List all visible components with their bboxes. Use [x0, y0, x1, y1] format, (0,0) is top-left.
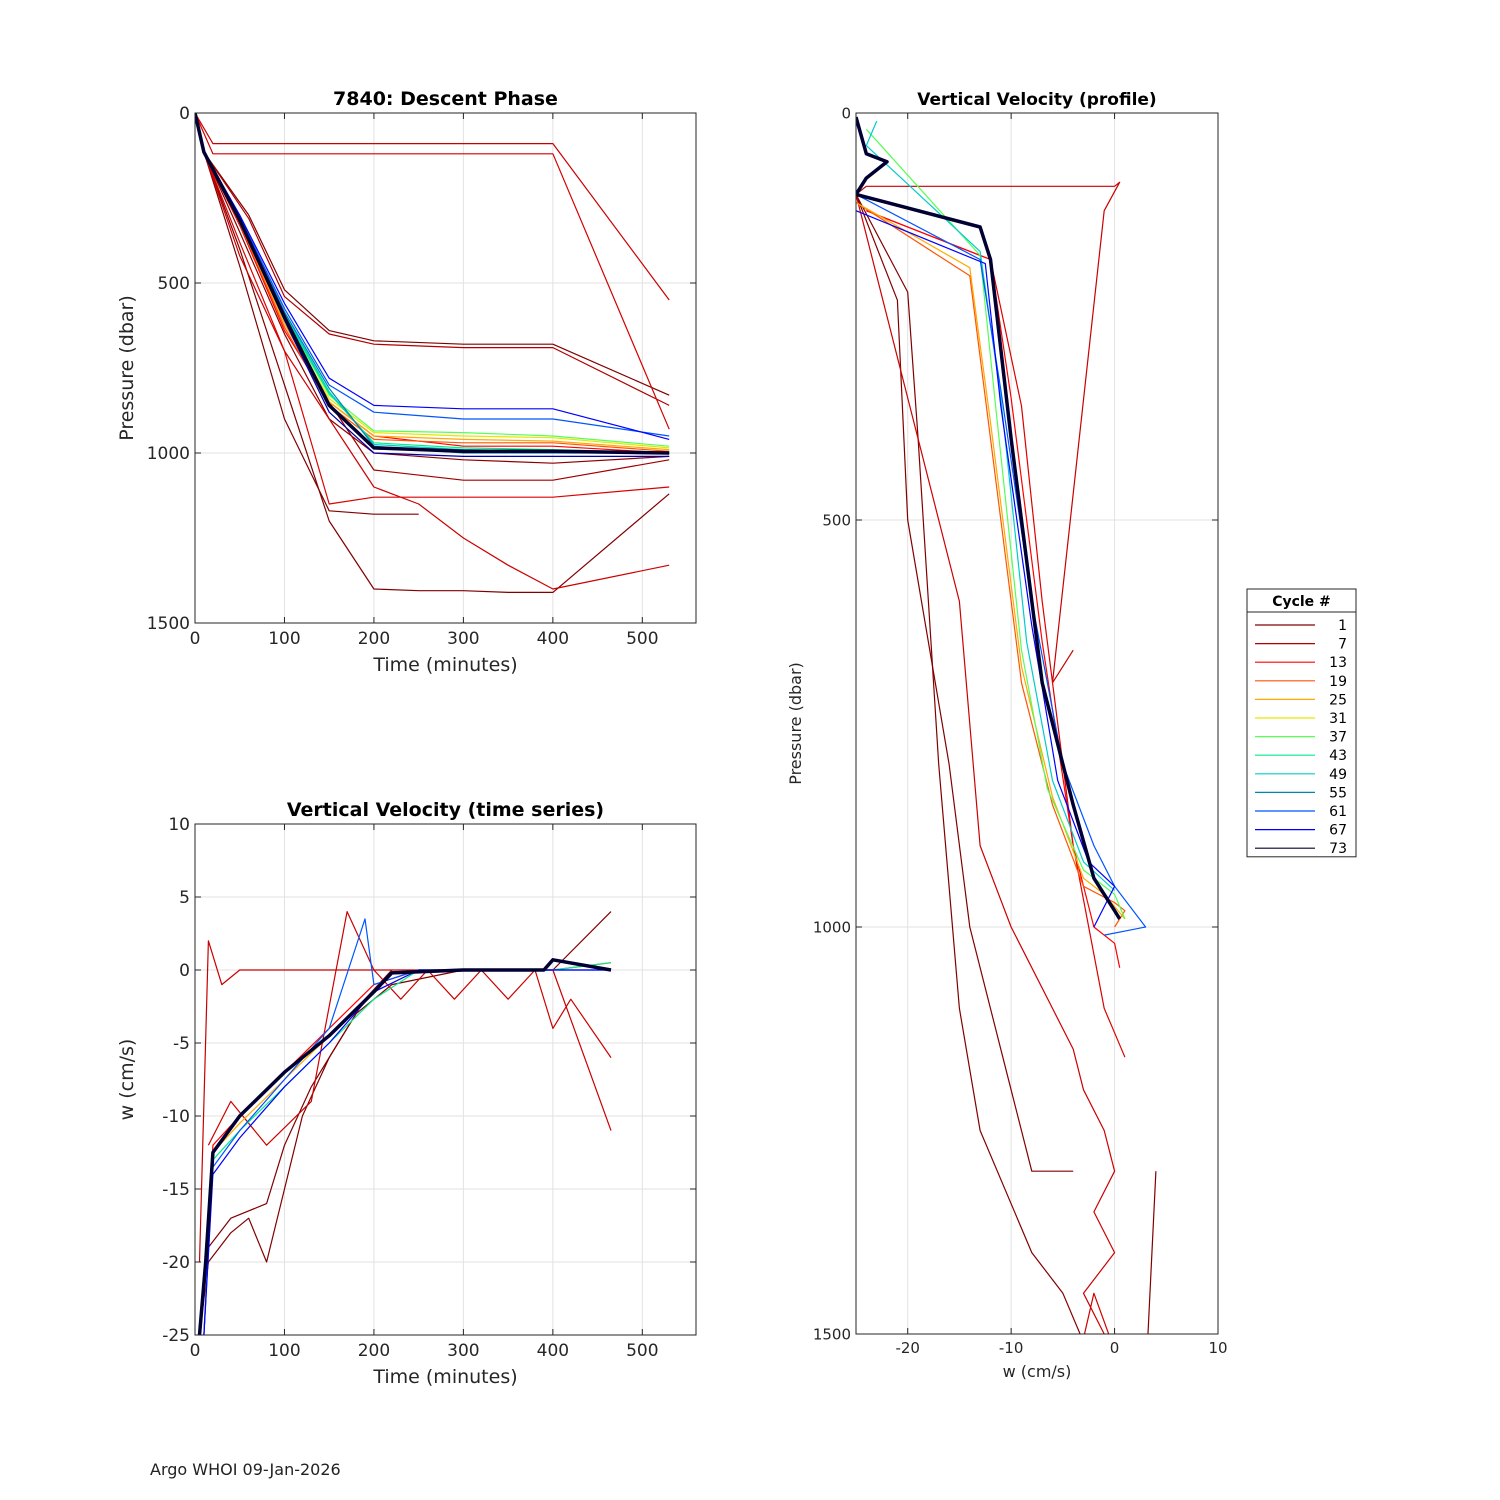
y-tick-label: -10	[162, 1107, 190, 1127]
series-line-cycle-2	[198, 969, 393, 1335]
x-axis-label: Time (minutes)	[372, 1366, 517, 1388]
y-tick-label: 500	[158, 274, 190, 294]
series-group	[197, 910, 612, 1335]
series-line-cycle-2	[856, 194, 1074, 1172]
series-line-cycle-73	[195, 113, 670, 455]
chart-wts: 0 100 200 300 400 500 10 5 0 -5 -10 -15 -20 -25 Vertic…	[116, 799, 697, 1388]
x-tick-label: 100	[268, 629, 300, 649]
x-tick-label: 100	[268, 1341, 300, 1361]
x-tick-label: 300	[447, 629, 479, 649]
legend-label: 19	[1329, 674, 1347, 690]
legend-label: 61	[1329, 804, 1347, 820]
y-tick-label: -20	[162, 1253, 190, 1273]
x-tick-label: -10	[999, 1339, 1024, 1357]
x-tick-label: 0	[190, 629, 201, 649]
y-tick-label: 1500	[813, 1325, 851, 1343]
legend-label: 67	[1329, 823, 1347, 839]
series-line-cycle-37	[865, 128, 1126, 920]
y-tick-label: -25	[162, 1326, 190, 1346]
x-tick-label: 500	[626, 629, 658, 649]
chart-title: 7840: Descent Phase	[333, 88, 558, 110]
x-tick-label: 0	[1110, 1339, 1120, 1357]
legend: Cycle # 1 7 13 19 25 31 37 43 49 55 61 67 73	[1246, 588, 1357, 858]
series-line-cycle-9	[856, 194, 1116, 1334]
y-tick-label: 1000	[147, 444, 190, 464]
x-tick-label: 400	[537, 1341, 569, 1361]
y-tick-label: 0	[179, 961, 190, 981]
series-line-cycle-67	[856, 210, 1116, 928]
series-line-cycle-8	[195, 113, 670, 430]
series-line-cycle-7	[195, 113, 670, 301]
series-group	[195, 113, 670, 594]
legend-label: 13	[1329, 655, 1347, 671]
y-axis-label: Pressure (dbar)	[116, 295, 138, 441]
legend-label: 49	[1329, 767, 1347, 783]
x-tick-label: -20	[895, 1339, 920, 1357]
series-line-cycle-10	[195, 113, 670, 505]
legend-label: 1	[1338, 618, 1347, 634]
x-tick-label: 0	[190, 1341, 201, 1361]
x-axis-label: Time (minutes)	[372, 654, 517, 676]
series-line-cycle-1	[195, 113, 670, 594]
x-tick-label: 500	[626, 1341, 658, 1361]
y-tick-label: 5	[179, 888, 190, 908]
x-tick-label: 200	[358, 629, 390, 649]
y-axis-label: Pressure (dbar)	[786, 662, 805, 785]
chart-descent: 0 100 200 300 400 500 0 500 1000 1500 7840: Descen…	[116, 88, 697, 676]
legend-label: 55	[1329, 785, 1347, 801]
axes-box	[194, 823, 697, 1336]
y-tick-label: 10	[168, 815, 190, 835]
series-line-cycle-73	[197, 958, 612, 1335]
legend-label: 31	[1329, 711, 1347, 727]
y-tick-label: -15	[162, 1180, 190, 1200]
y-axis-label: w (cm/s)	[116, 1039, 138, 1121]
y-tick-label: 1000	[813, 918, 851, 936]
series-line-cycle-7	[856, 181, 1121, 684]
y-tick-label: 0	[179, 104, 190, 124]
series-line-cycle-9	[195, 113, 670, 590]
series-line-cycle-5	[195, 113, 670, 396]
series-line-cycle-10	[866, 210, 1126, 1058]
x-tick-label: 200	[358, 1341, 390, 1361]
y-tick-label: -5	[173, 1034, 190, 1054]
x-tick-label: 400	[537, 629, 569, 649]
x-axis-label: w (cm/s)	[1003, 1362, 1072, 1381]
x-tick-label: 300	[447, 1341, 479, 1361]
legend-label: 37	[1329, 730, 1347, 746]
chart-wprofile: -20 -10 0 10 0 500 1000 1500 Vertical Velocity (…	[786, 90, 1357, 1381]
series-line-cycle-73	[856, 116, 1122, 920]
axes-box	[855, 112, 1219, 1335]
footer-text: Argo WHOI 09-Jan-2026	[150, 1460, 341, 1479]
legend-label: 7	[1338, 637, 1347, 653]
legend-label: 73	[1329, 841, 1347, 857]
series-group	[856, 116, 1157, 1334]
chart-title: Vertical Velocity (profile)	[917, 90, 1156, 110]
y-tick-label: 1500	[147, 614, 190, 634]
legend-label: 43	[1329, 748, 1347, 764]
series-line-cycle-6	[195, 113, 670, 406]
x-tick-label: 10	[1208, 1339, 1227, 1357]
series-line-cycle-1	[856, 194, 1157, 1334]
legend-title: Cycle #	[1272, 594, 1331, 610]
chart-title: Vertical Velocity (time series)	[287, 799, 604, 821]
legend-box	[1246, 588, 1357, 858]
plot-area	[856, 113, 1218, 1334]
legend-label: 25	[1329, 692, 1347, 708]
plot-area	[195, 824, 696, 1335]
series-line-cycle-19	[856, 201, 1126, 928]
y-tick-label: 0	[841, 104, 851, 122]
y-tick-label: 500	[822, 511, 851, 529]
axes-box	[194, 112, 697, 624]
